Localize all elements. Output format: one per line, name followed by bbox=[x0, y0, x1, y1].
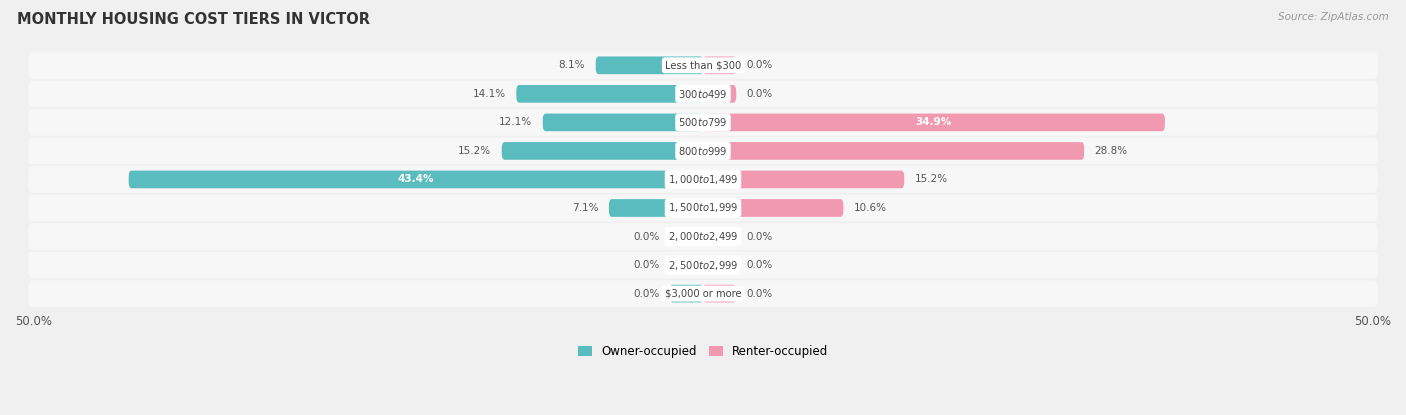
FancyBboxPatch shape bbox=[516, 85, 703, 103]
FancyBboxPatch shape bbox=[703, 285, 737, 303]
Text: 28.8%: 28.8% bbox=[1095, 146, 1128, 156]
Text: 12.1%: 12.1% bbox=[499, 117, 533, 127]
Text: 0.0%: 0.0% bbox=[747, 260, 773, 270]
Text: $3,000 or more: $3,000 or more bbox=[665, 288, 741, 298]
FancyBboxPatch shape bbox=[502, 142, 703, 160]
FancyBboxPatch shape bbox=[28, 109, 1378, 136]
Text: Source: ZipAtlas.com: Source: ZipAtlas.com bbox=[1278, 12, 1389, 22]
FancyBboxPatch shape bbox=[28, 166, 1378, 193]
FancyBboxPatch shape bbox=[703, 171, 904, 188]
FancyBboxPatch shape bbox=[28, 223, 1378, 250]
Text: 34.9%: 34.9% bbox=[915, 117, 952, 127]
Text: 50.0%: 50.0% bbox=[15, 315, 52, 328]
FancyBboxPatch shape bbox=[703, 199, 844, 217]
Text: MONTHLY HOUSING COST TIERS IN VICTOR: MONTHLY HOUSING COST TIERS IN VICTOR bbox=[17, 12, 370, 27]
Text: 14.1%: 14.1% bbox=[472, 89, 506, 99]
FancyBboxPatch shape bbox=[28, 195, 1378, 221]
Text: 0.0%: 0.0% bbox=[747, 60, 773, 70]
Text: $500 to $799: $500 to $799 bbox=[678, 116, 728, 128]
Text: $2,000 to $2,499: $2,000 to $2,499 bbox=[668, 230, 738, 243]
Text: 8.1%: 8.1% bbox=[558, 60, 585, 70]
FancyBboxPatch shape bbox=[703, 228, 737, 245]
Text: $1,500 to $1,999: $1,500 to $1,999 bbox=[668, 202, 738, 215]
Legend: Owner-occupied, Renter-occupied: Owner-occupied, Renter-occupied bbox=[572, 340, 834, 363]
FancyBboxPatch shape bbox=[28, 81, 1378, 107]
FancyBboxPatch shape bbox=[703, 114, 1166, 131]
FancyBboxPatch shape bbox=[703, 56, 737, 74]
FancyBboxPatch shape bbox=[703, 256, 737, 274]
Text: 15.2%: 15.2% bbox=[915, 174, 948, 184]
FancyBboxPatch shape bbox=[703, 85, 737, 103]
Text: 0.0%: 0.0% bbox=[747, 89, 773, 99]
FancyBboxPatch shape bbox=[596, 56, 703, 74]
FancyBboxPatch shape bbox=[28, 52, 1378, 79]
FancyBboxPatch shape bbox=[28, 137, 1378, 164]
FancyBboxPatch shape bbox=[28, 251, 1378, 278]
Text: Less than $300: Less than $300 bbox=[665, 60, 741, 70]
Text: 50.0%: 50.0% bbox=[1354, 315, 1391, 328]
FancyBboxPatch shape bbox=[609, 199, 703, 217]
FancyBboxPatch shape bbox=[703, 142, 1084, 160]
Text: 0.0%: 0.0% bbox=[633, 232, 659, 242]
Text: $1,000 to $1,499: $1,000 to $1,499 bbox=[668, 173, 738, 186]
FancyBboxPatch shape bbox=[28, 280, 1378, 307]
Text: $800 to $999: $800 to $999 bbox=[678, 145, 728, 157]
FancyBboxPatch shape bbox=[129, 171, 703, 188]
FancyBboxPatch shape bbox=[669, 285, 703, 303]
Text: 10.6%: 10.6% bbox=[853, 203, 887, 213]
Text: 43.4%: 43.4% bbox=[398, 174, 434, 184]
FancyBboxPatch shape bbox=[669, 228, 703, 245]
FancyBboxPatch shape bbox=[669, 256, 703, 274]
Text: $2,500 to $2,999: $2,500 to $2,999 bbox=[668, 259, 738, 271]
Text: 0.0%: 0.0% bbox=[633, 260, 659, 270]
FancyBboxPatch shape bbox=[543, 114, 703, 131]
Text: $300 to $499: $300 to $499 bbox=[678, 88, 728, 100]
Text: 7.1%: 7.1% bbox=[572, 203, 599, 213]
Text: 0.0%: 0.0% bbox=[747, 232, 773, 242]
Text: 0.0%: 0.0% bbox=[747, 288, 773, 298]
Text: 15.2%: 15.2% bbox=[458, 146, 491, 156]
Text: 0.0%: 0.0% bbox=[633, 288, 659, 298]
